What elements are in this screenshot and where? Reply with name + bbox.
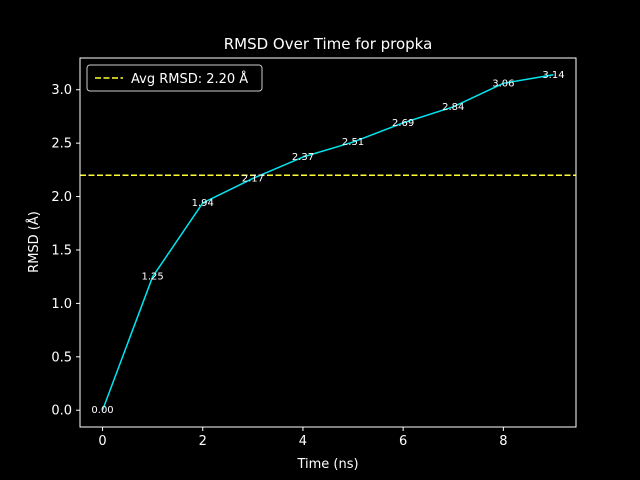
x-tick-label: 2 [199, 434, 207, 449]
data-label: 2.69 [392, 118, 414, 129]
plot-area: 0.00 1.25 1.94 2.17 2.37 2.51 2.69 2.84 3.06 3.14 [80, 70, 576, 416]
y-tick-label: 1.0 [51, 297, 72, 312]
plot-frame [79, 57, 577, 428]
y-tick-label: 0.5 [51, 350, 72, 365]
x-tick-label: 0 [98, 434, 106, 449]
rmsd-series-line [101, 74, 554, 411]
y-tick-label: 2.0 [51, 190, 72, 205]
chart-title: RMSD Over Time for propka [224, 35, 433, 53]
x-tick-label: 6 [399, 434, 407, 449]
data-label: 2.37 [292, 152, 314, 163]
y-tick-label: 2.5 [51, 137, 72, 152]
data-label: 2.17 [242, 173, 264, 184]
y-tick-label: 1.5 [51, 243, 72, 258]
y-tick-label: 0.0 [51, 404, 72, 419]
x-tick-label: 4 [299, 434, 307, 449]
data-label: 1.25 [142, 272, 164, 283]
y-tick-label: 3.0 [51, 83, 72, 98]
data-label: 2.51 [342, 137, 364, 148]
data-label: 1.94 [192, 198, 214, 209]
data-label: 0.00 [91, 405, 113, 416]
x-tick-label: 8 [499, 434, 507, 449]
data-label: 2.84 [442, 102, 464, 113]
y-axis-label: RMSD (Å) [26, 211, 42, 273]
legend-box [86, 64, 263, 92]
data-label: 3.06 [492, 78, 514, 89]
x-axis-label: Time (ns) [296, 457, 358, 472]
legend-avg-label: Avg RMSD: 2.20 Å [131, 71, 248, 87]
axes: 0 2 4 6 8 0.0 0.5 1.0 1.5 2.0 2.5 3.0 [51, 83, 507, 449]
data-label: 3.14 [542, 70, 564, 81]
legend: Avg RMSD: 2.20 Å [86, 64, 263, 92]
